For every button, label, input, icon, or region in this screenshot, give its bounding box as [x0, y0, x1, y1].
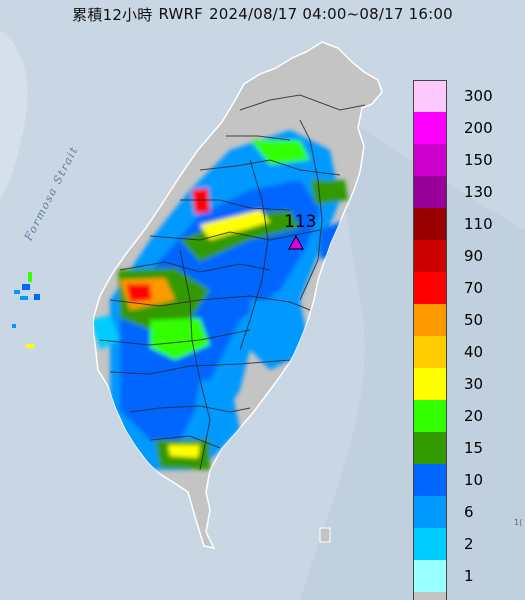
- legend-label: 110: [464, 215, 493, 233]
- legend-label: 130: [464, 183, 493, 201]
- legend-label: 50: [464, 311, 484, 329]
- legend-swatch: [413, 464, 447, 496]
- legend-label: 300: [464, 87, 493, 105]
- legend-item: 10: [413, 464, 513, 496]
- legend-label: 200: [464, 119, 493, 137]
- legend-swatch: [413, 432, 447, 464]
- ocean-shade: [300, 110, 525, 600]
- legend-swatch: [413, 560, 447, 592]
- rainfall-legend: 300 200 150 130 110 90 70 50 40 30 20 15 10 6 2 1: [413, 80, 513, 600]
- mainland-coast: [0, 30, 28, 200]
- legend-item: 50: [413, 304, 513, 336]
- legend-item: 90: [413, 240, 513, 272]
- legend-item: 15: [413, 432, 513, 464]
- legend-item: 2: [413, 528, 513, 560]
- map-title: 累積12小時 RWRF 2024/08/17 04:00~08/17 16:00: [0, 0, 525, 28]
- legend-swatch: [413, 496, 447, 528]
- legend-swatch: [413, 368, 447, 400]
- legend-item: 150: [413, 144, 513, 176]
- legend-label: 90: [464, 247, 484, 265]
- legend-item: 30: [413, 368, 513, 400]
- legend-item: 20: [413, 400, 513, 432]
- legend-label: 2: [464, 535, 474, 553]
- legend-label: 150: [464, 151, 493, 169]
- legend-swatch: [413, 304, 447, 336]
- legend-item: 70: [413, 272, 513, 304]
- legend-item: 40: [413, 336, 513, 368]
- orchid-island: [319, 527, 331, 543]
- legend-swatch: [413, 592, 447, 600]
- legend-label: 10: [464, 471, 484, 489]
- penghu-islands: [12, 272, 40, 348]
- legend-swatch: [413, 528, 447, 560]
- legend-item: 6: [413, 496, 513, 528]
- county-boundaries: [99, 94, 366, 471]
- legend-swatch: [413, 208, 447, 240]
- legend-label: 6: [464, 503, 474, 521]
- title-period: 2024/08/17 04:00~08/17 16:00: [208, 5, 453, 23]
- legend-label: 15: [464, 439, 484, 457]
- legend-swatch: [413, 240, 447, 272]
- legend-label: 20: [464, 407, 484, 425]
- legend-item: [413, 592, 513, 600]
- legend-item: 1: [413, 560, 513, 592]
- legend-label: 40: [464, 343, 484, 361]
- title-model: RWRF: [158, 5, 203, 23]
- legend-swatch: [413, 80, 447, 112]
- corner-fragment-label: 1(: [514, 518, 522, 527]
- max-rainfall-triangle-icon: [288, 234, 304, 250]
- legend-label: 70: [464, 279, 484, 297]
- title-accum: 累積12小時: [72, 5, 153, 24]
- legend-swatch: [413, 144, 447, 176]
- legend-swatch: [413, 336, 447, 368]
- legend-item: 300: [413, 80, 513, 112]
- legend-swatch: [413, 400, 447, 432]
- legend-item: 130: [413, 176, 513, 208]
- legend-item: 110: [413, 208, 513, 240]
- legend-label: 30: [464, 375, 484, 393]
- legend-swatch: [413, 112, 447, 144]
- legend-swatch: [413, 176, 447, 208]
- max-rainfall-label: 113: [284, 212, 317, 232]
- legend-swatch: [413, 272, 447, 304]
- legend-item: 200: [413, 112, 513, 144]
- legend-label: 1: [464, 567, 474, 585]
